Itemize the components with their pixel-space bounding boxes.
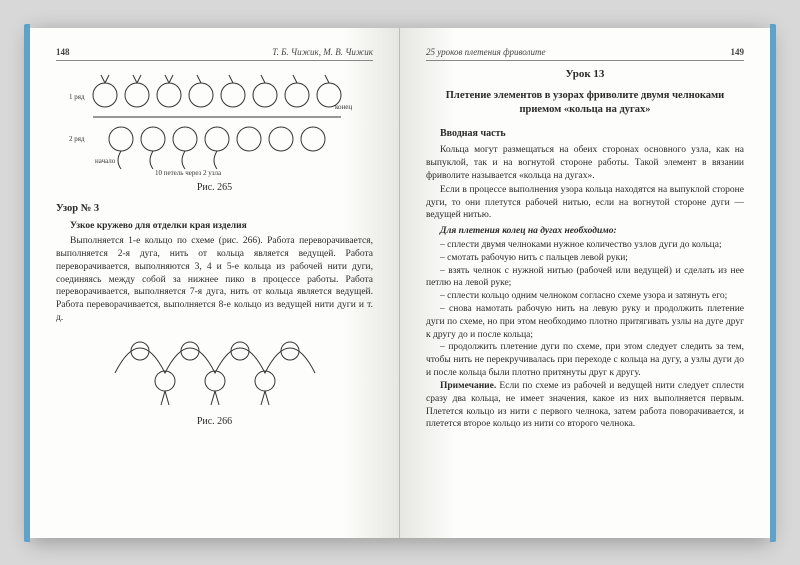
step-6: – продолжить плетение дуги по схеме, при… <box>426 341 744 379</box>
figure-266-caption: Рис. 266 <box>56 415 373 429</box>
open-book: 148 Т. Б. Чижик, М. В. Чижик <box>30 28 770 538</box>
note-paragraph: Примечание. Если по схеме из рабочей и в… <box>426 380 744 431</box>
lesson-title: Плетение элементов в узорах фриволите дв… <box>438 89 732 116</box>
left-header-author: Т. Б. Чижик, М. В. Чижик <box>272 46 373 58</box>
figure-265-caption: Рис. 265 <box>56 181 373 195</box>
lesson-number: Урок 13 <box>426 67 744 82</box>
label-start1: начало <box>95 157 116 165</box>
pattern-3-title: Узор № 3 <box>56 202 373 216</box>
label-row2: 2 ряд <box>69 135 85 143</box>
figure-265-diagram: 1 ряд 2 ряд начало конец 10 петель через… <box>56 67 373 177</box>
pattern-3-body: Выполняется 1-е кольцо по схеме (рис. 26… <box>56 235 373 325</box>
label-row1: 1 ряд <box>69 93 85 101</box>
right-header-title: 25 уроков плетения фриволите <box>426 46 545 58</box>
note-label: Примечание. <box>440 381 496 391</box>
figure-266-diagram <box>56 333 373 411</box>
left-page: 148 Т. Б. Чижик, М. В. Чижик <box>30 28 400 538</box>
step-4: – сплести кольцо одним челноком согласно… <box>426 290 744 303</box>
step-3: – взять челнок с нужной нитью (рабочей и… <box>426 265 744 291</box>
step-2: – смотать рабочую нить с пальцев левой р… <box>426 252 744 265</box>
intro-paragraph-2: Если в процессе выполнения узора кольца … <box>426 184 744 222</box>
label-end: конец <box>335 103 352 111</box>
label-loops: 10 петель через 2 узла <box>155 169 222 177</box>
steps-lead: Для плетения колец на дугах необходимо: <box>426 225 744 238</box>
right-page-number: 149 <box>731 46 745 58</box>
left-page-number: 148 <box>56 46 70 58</box>
step-5: – снова намотать рабочую нить на левую р… <box>426 303 744 341</box>
intro-heading: Вводная часть <box>426 127 744 141</box>
right-running-head: 25 уроков плетения фриволите 149 <box>426 46 744 61</box>
step-1: – сплести двумя челноками нужное количес… <box>426 239 744 252</box>
pattern-3-subtitle: Узкое кружево для отделки края изделия <box>56 220 373 233</box>
intro-paragraph-1: Кольца могут размещаться на обеих сторон… <box>426 144 744 182</box>
right-page: 25 уроков плетения фриволите 149 Урок 13… <box>400 28 770 538</box>
left-running-head: 148 Т. Б. Чижик, М. В. Чижик <box>56 46 373 61</box>
